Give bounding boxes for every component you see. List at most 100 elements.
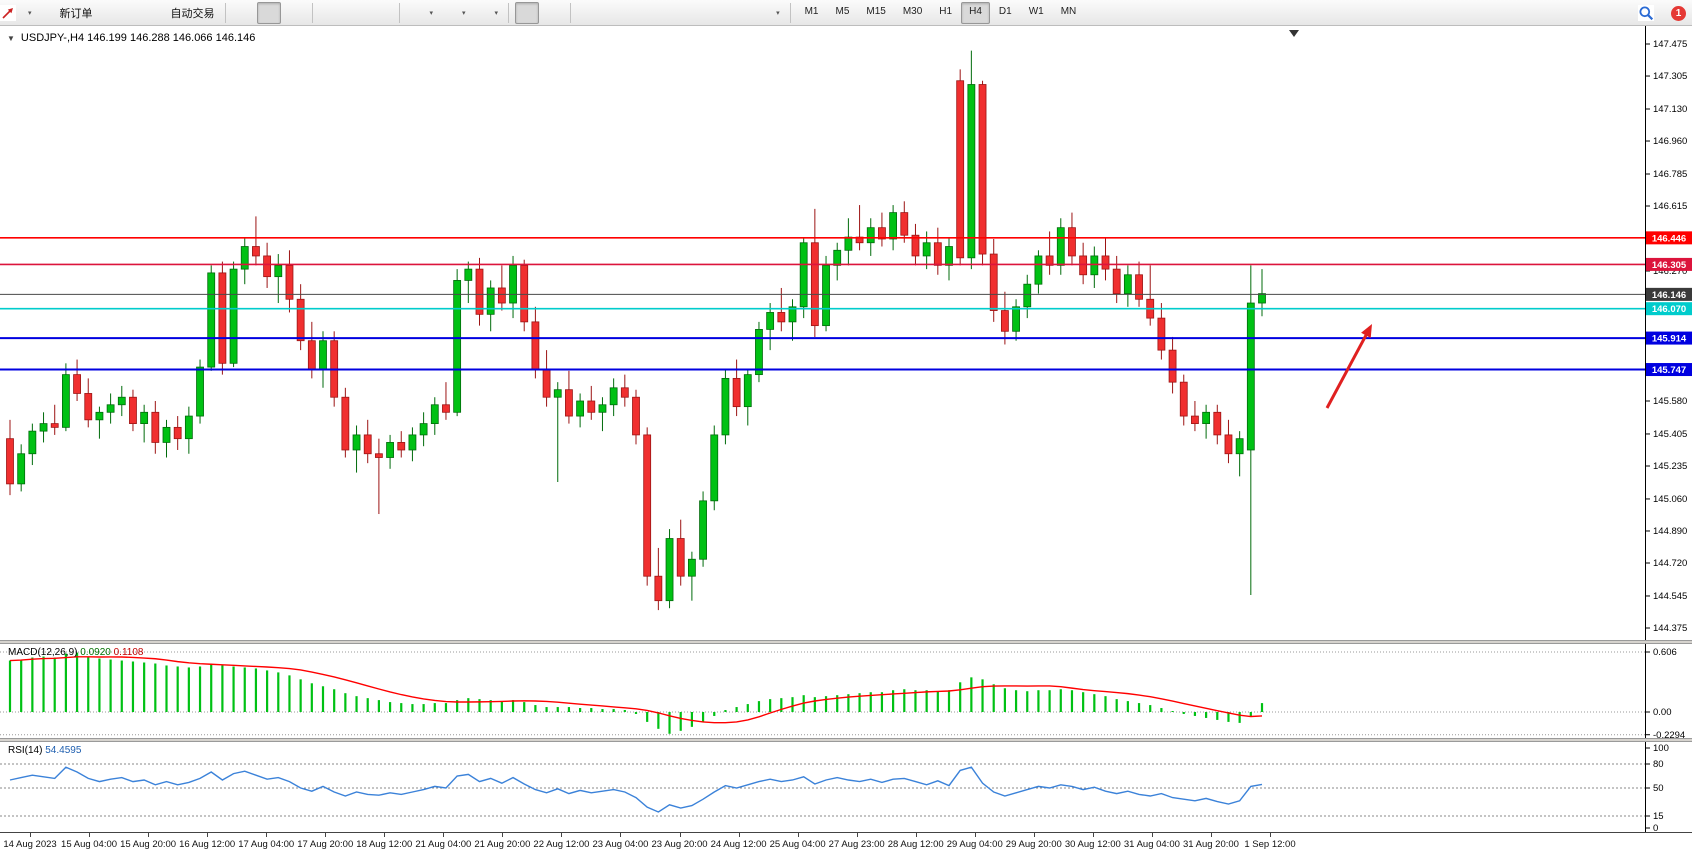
rsi-axis[interactable]: 100 80 50 150 bbox=[1645, 742, 1692, 832]
macd-axis[interactable]: 0.606 0.00 -0.2294 bbox=[1645, 644, 1692, 738]
toolbar-separator bbox=[224, 2, 226, 23]
indicators-button[interactable]: ▾ bbox=[0, 2, 438, 24]
macd-panel-canvas[interactable]: 0.606 0.00 -0.2294 bbox=[0, 644, 1692, 738]
time-label: 18 Aug 12:00 bbox=[356, 839, 413, 850]
dropdown-arrow-icon: ▾ bbox=[776, 9, 780, 17]
timeframe-m30[interactable]: M30 bbox=[895, 2, 930, 24]
time-tick bbox=[561, 833, 563, 837]
price-tick-label: 145.405 bbox=[1653, 429, 1687, 440]
timeframe-h1[interactable]: H1 bbox=[931, 2, 960, 24]
time-label: 28 Aug 12:00 bbox=[887, 839, 944, 850]
price-line-label bbox=[1646, 363, 1692, 377]
arrows-button[interactable]: ▾ bbox=[0, 2, 784, 24]
bar-chart-button[interactable] bbox=[0, 2, 256, 24]
macd-tick-label: -0.2294 bbox=[1653, 730, 1685, 738]
price-line-label bbox=[1646, 331, 1692, 345]
time-label: 14 Aug 2023 bbox=[3, 839, 57, 850]
price-axis[interactable]: 147.475 147.305 147.130 146.960 146.785 146.6… bbox=[1645, 26, 1692, 640]
labelt-icon: T bbox=[0, 4, 747, 21]
time-label: 23 Aug 04:00 bbox=[592, 839, 649, 850]
fibonacci-button[interactable] bbox=[0, 2, 701, 24]
horizontal-line-button[interactable] bbox=[0, 2, 626, 24]
trendline-button[interactable] bbox=[0, 2, 651, 24]
rsi-panel-canvas[interactable]: 100 80 50 150 bbox=[0, 742, 1692, 832]
time-label: 29 Aug 20:00 bbox=[1005, 839, 1062, 850]
new-order-button[interactable]: 新订单 bbox=[0, 2, 97, 24]
rsi-tick-label: 50 bbox=[1653, 783, 1664, 794]
timeframe-mn[interactable]: MN bbox=[1053, 2, 1085, 24]
line-chart-button[interactable] bbox=[0, 2, 306, 24]
time-label: 31 Aug 20:00 bbox=[1182, 839, 1239, 850]
chart-shift-marker[interactable] bbox=[1289, 30, 1299, 37]
templates-button[interactable]: ▾ bbox=[0, 2, 503, 24]
timeframe-m15-label: M15 bbox=[866, 5, 886, 17]
time-label: 17 Aug 04:00 bbox=[238, 839, 295, 850]
zoom-out-button[interactable] bbox=[0, 2, 368, 24]
new-order-button-label: 新订单 bbox=[59, 7, 93, 20]
clock-icon bbox=[0, 4, 458, 21]
price-tick-label: 145.580 bbox=[1653, 396, 1687, 407]
texta-icon: A bbox=[0, 4, 722, 21]
timeframe-h4[interactable]: H4 bbox=[961, 1, 990, 24]
price-tick-label: 147.130 bbox=[1653, 104, 1687, 115]
time-label: 17 Aug 20:00 bbox=[297, 839, 354, 850]
timeframe-w1[interactable]: W1 bbox=[1021, 2, 1052, 24]
zoomin-icon bbox=[0, 4, 339, 21]
time-label: 24 Aug 12:00 bbox=[710, 839, 767, 850]
time-tick bbox=[502, 833, 504, 837]
rsi-line bbox=[9, 766, 1263, 813]
price-chart-canvas[interactable]: 147.475 147.305 147.130 146.960 146.785 146.6… bbox=[0, 26, 1692, 640]
search-button[interactable] bbox=[1638, 2, 1662, 24]
autotrading-button[interactable]: 自动交易 bbox=[0, 2, 219, 24]
timeframe-m5[interactable]: M5 bbox=[827, 2, 857, 24]
timeframe-d1[interactable]: D1 bbox=[991, 2, 1020, 24]
price-tick-label: 147.475 bbox=[1653, 39, 1687, 50]
trend-arrow-annotation[interactable] bbox=[1325, 324, 1372, 409]
crosshair-button[interactable] bbox=[0, 2, 564, 24]
time-tick bbox=[30, 833, 31, 837]
price-line-label-text: 145.914 bbox=[1652, 334, 1687, 345]
candlestick-chart-button[interactable] bbox=[0, 1, 281, 24]
dropdown-arrow-icon: ▾ bbox=[494, 9, 499, 17]
vertical-line-button[interactable] bbox=[0, 2, 601, 24]
price-tick-label: 146.615 bbox=[1653, 201, 1687, 212]
price-tick-label: 146.960 bbox=[1653, 136, 1687, 147]
time-label: 29 Aug 04:00 bbox=[946, 839, 1003, 850]
community-icon bbox=[0, 4, 143, 21]
profiles-button[interactable] bbox=[0, 2, 122, 24]
tile-windows-button[interactable] bbox=[0, 2, 393, 24]
notifications-badge[interactable]: 1 bbox=[1671, 5, 1686, 21]
price-line-label bbox=[1646, 231, 1692, 245]
toolbar-separator bbox=[570, 2, 572, 23]
time-tick bbox=[974, 833, 976, 837]
price-line-label bbox=[1646, 302, 1692, 316]
label-button[interactable]: T bbox=[0, 2, 751, 24]
text-button[interactable]: A bbox=[0, 2, 726, 24]
dropdown-arrow-icon: ▾ bbox=[429, 9, 434, 17]
time-label: 16 Aug 12:00 bbox=[179, 839, 236, 850]
cursor-button[interactable] bbox=[0, 1, 540, 24]
search-icon bbox=[1638, 5, 1658, 21]
neworder-icon bbox=[0, 4, 57, 21]
price-line-label bbox=[1646, 257, 1692, 271]
panel-splitter[interactable] bbox=[0, 738, 1692, 742]
zoomout-icon bbox=[0, 4, 364, 21]
channel-button[interactable] bbox=[0, 2, 676, 24]
timeframe-m15[interactable]: M15 bbox=[858, 2, 893, 24]
price-tick-label: 144.720 bbox=[1653, 558, 1687, 569]
community-button[interactable] bbox=[0, 2, 147, 24]
price-line-label-text: 145.747 bbox=[1652, 365, 1686, 376]
tile-icon bbox=[0, 4, 389, 21]
zoom-in-button[interactable] bbox=[0, 2, 343, 24]
time-label: 22 Aug 12:00 bbox=[533, 839, 590, 850]
panel-splitter[interactable] bbox=[0, 640, 1692, 644]
timeframe-m1[interactable]: M1 bbox=[797, 2, 827, 24]
toolbar-separator bbox=[508, 2, 510, 23]
periods-button[interactable]: ▾ bbox=[0, 2, 470, 24]
rsi-layer bbox=[0, 763, 1645, 817]
price-line-label-text: 146.070 bbox=[1652, 304, 1686, 315]
price-tick-label: 146.785 bbox=[1653, 169, 1687, 180]
time-axis[interactable]: 14 Aug 2023 15 Aug 04:00 15 Aug 20:00 16 Au… bbox=[0, 832, 1692, 854]
